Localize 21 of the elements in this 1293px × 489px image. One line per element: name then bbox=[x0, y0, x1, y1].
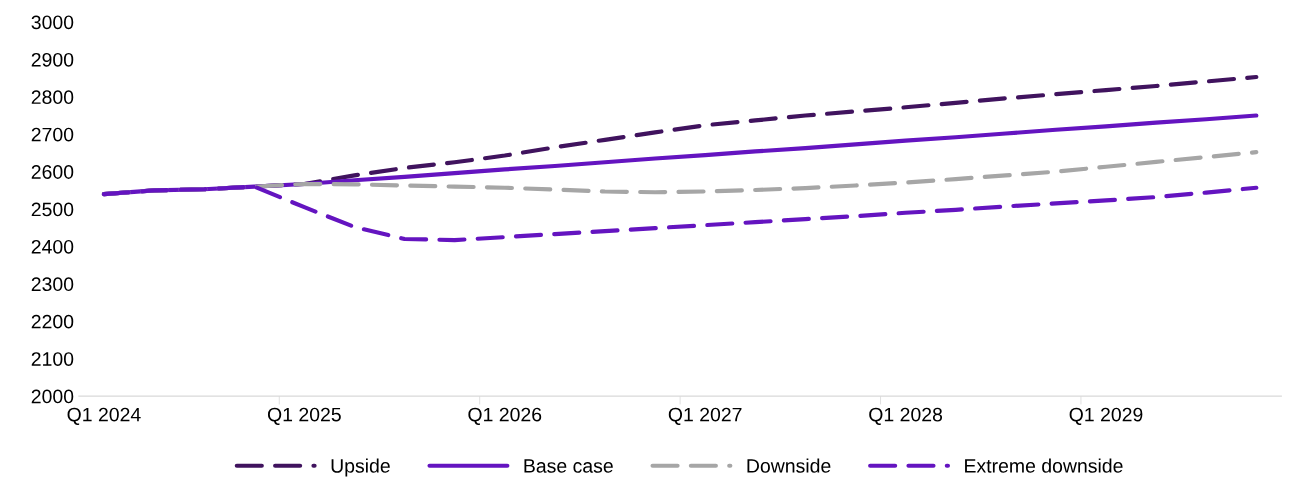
x-tick-label: Q1 2029 bbox=[1069, 407, 1143, 425]
x-tick-label: Q1 2027 bbox=[668, 407, 742, 425]
y-tick-label: 2600 bbox=[31, 165, 74, 179]
y-tick-label: 2700 bbox=[31, 127, 74, 142]
legend-label: Upside bbox=[331, 458, 390, 477]
legend-label: Base case bbox=[524, 459, 613, 473]
x-tick-label: Q1 2026 bbox=[468, 407, 542, 425]
x-tick-label: Q1 2025 bbox=[267, 407, 341, 425]
x-tick-label: Q1 2024 bbox=[67, 407, 141, 425]
y-tick-label: 2800 bbox=[31, 90, 74, 105]
y-tick-label: 2900 bbox=[31, 52, 74, 67]
y-tick-label: 2300 bbox=[31, 277, 74, 292]
y-tick-label: 3000 bbox=[31, 15, 74, 30]
legend-label: Extreme downside bbox=[965, 458, 1123, 473]
y-tick-label: 2400 bbox=[31, 239, 74, 254]
y-tick-label: 2500 bbox=[31, 202, 74, 217]
y-tick-label: 2200 bbox=[31, 314, 74, 329]
x-tick-label: Q1 2028 bbox=[869, 407, 943, 425]
legend-label: Downside bbox=[747, 458, 831, 473]
y-tick-label: 2000 bbox=[31, 389, 74, 404]
y-tick-label: 2100 bbox=[31, 352, 74, 366]
